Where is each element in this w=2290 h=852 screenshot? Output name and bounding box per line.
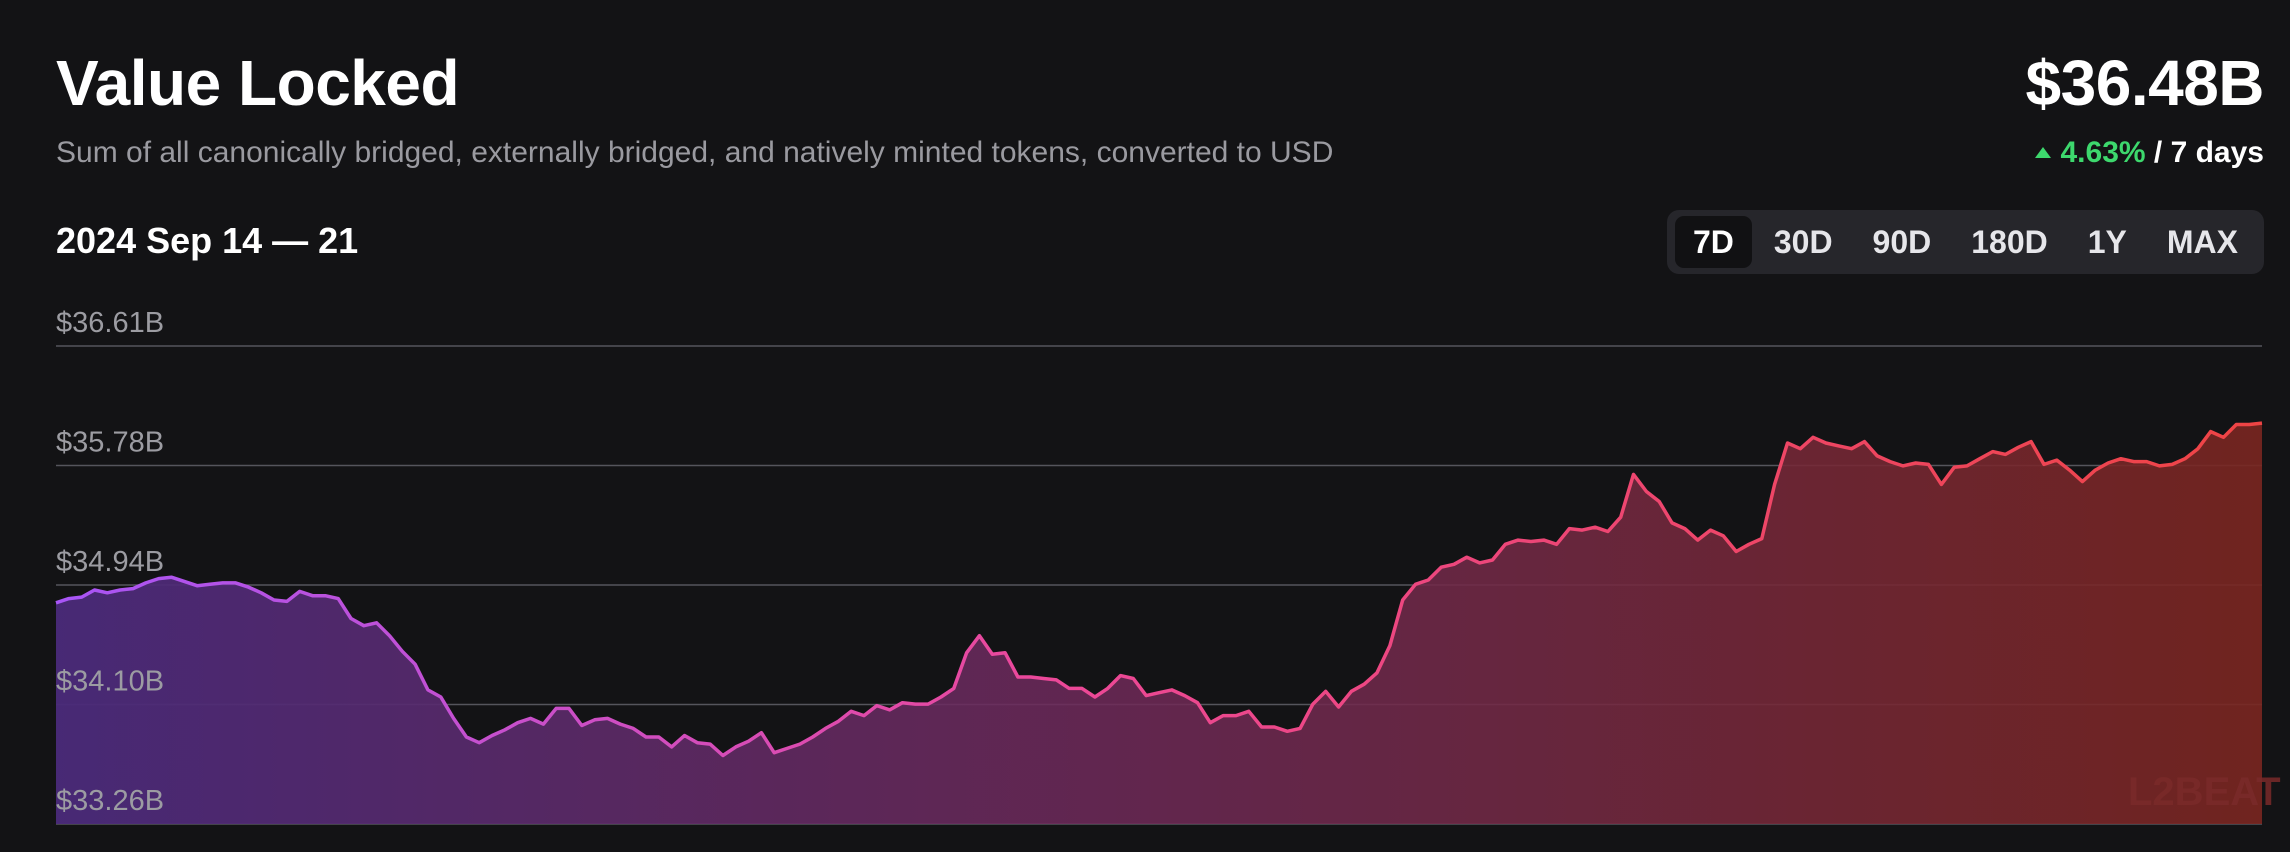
y-tick-label: $35.78B (56, 427, 164, 459)
tab-1y[interactable]: 1Y (2087, 224, 2127, 260)
tab-180d[interactable]: 180D (1971, 224, 2048, 260)
change-period: / 7 days (2153, 136, 2264, 169)
watermark: L2BEAT (2128, 770, 2281, 814)
chart-line (55, 421, 2263, 758)
tab-max[interactable]: MAX (2166, 224, 2238, 260)
y-tick-label: $36.61B (56, 307, 164, 339)
tab-30d[interactable]: 30D (1773, 224, 1833, 260)
date-range: 2024 Sep 14 — 21 (56, 220, 359, 261)
change-percent: 4.63% (2060, 136, 2146, 169)
y-tick-label: $34.10B (56, 666, 164, 698)
tab-7d[interactable]: 7D (1674, 216, 1752, 268)
total-value: $36.48B (2025, 47, 2265, 119)
tab-90d[interactable]: 90D (1872, 224, 1932, 260)
y-tick-label: $33.26B (56, 785, 164, 817)
range-selector: 7D 30D 90D 180D 1Y MAX (1666, 210, 2264, 274)
triangle-up-icon (2034, 147, 2051, 158)
y-axis-labels: $36.61B $35.78B $34.94B $34.10B $33.26B (56, 307, 164, 817)
page-title: Value Locked (56, 47, 460, 119)
value-change: 4.63% / 7 days (2034, 134, 2264, 172)
value-chart: $36.61B $35.78B $34.94B $34.10B $33.26B L2BE… (55, 307, 2281, 825)
page-subtitle: Sum of all canonically bridged, external… (56, 136, 1334, 169)
y-tick-label: $34.94B (56, 546, 164, 578)
chart-area (56, 423, 2262, 824)
